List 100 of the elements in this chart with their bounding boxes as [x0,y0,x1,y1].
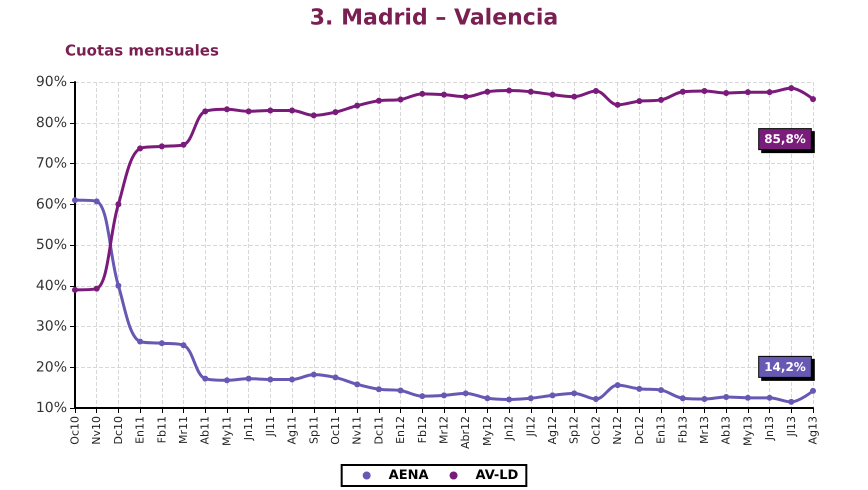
x-tick-label: Fb11 [155,416,168,444]
point [680,395,686,402]
point [72,197,78,204]
x-tick-label: Jn11 [242,416,256,442]
point [137,145,144,152]
x-tick-label: Jl12 [524,416,538,438]
point [462,94,469,100]
point [462,390,469,396]
point [484,395,490,402]
point [484,88,490,95]
point [810,96,816,102]
y-tick-label: 70% [36,156,67,172]
point [137,338,144,345]
x-tick-label: Sp12 [568,416,581,444]
x-tick-label: Ab13 [720,416,733,445]
point [115,201,122,208]
x-tick-label: Dc12 [632,416,646,445]
x-tick-label: Ag13 [806,416,820,445]
x-tick-label: Fb12 [416,416,429,444]
point [701,396,708,402]
point [571,390,578,396]
point [506,88,512,94]
y-tick-label: 90% [36,74,67,90]
point [723,394,730,400]
x-tick-label: Ab11 [198,416,212,445]
point [72,286,78,293]
x-tick-label: Jl11 [264,416,277,438]
point [810,388,816,394]
point [592,88,599,94]
point [158,340,165,346]
x-tick-label: Jn12 [502,416,516,442]
point [224,377,230,384]
x-tick-label: Mr12 [438,416,450,444]
point [766,89,773,96]
point [180,142,187,148]
point [310,112,317,118]
point [788,398,794,405]
point [398,96,404,103]
y-tick-label: 10% [36,400,67,416]
x-tick-label: Abr12 [459,416,472,450]
x-tick-label: Ag12 [546,416,560,445]
data-label: 14,2% [764,360,806,374]
point [267,108,274,114]
point [376,98,382,104]
x-tick-label: Sp11 [307,416,320,444]
point [614,382,621,388]
point [267,376,274,382]
point [246,108,252,114]
point [354,102,360,109]
point [506,396,512,402]
x-tick-label: Dc10 [112,416,125,445]
y-tick-label: 20% [36,359,67,376]
point [419,393,426,400]
point [766,394,773,401]
point [224,106,230,112]
point [744,394,751,401]
y-tick-label: 30% [36,318,67,334]
point [289,108,296,114]
chart-subtitle: Cuotas mensuales [65,42,219,60]
point [202,376,208,382]
point [354,381,360,388]
point [528,88,534,95]
point [398,387,404,394]
x-tick-label: My12 [480,416,494,446]
point [636,98,642,104]
point [550,392,556,398]
legend-label: AV-LD [476,468,519,483]
point [289,376,296,382]
x-tick-label: Oc11 [328,416,342,445]
point [441,92,447,98]
point [592,396,599,402]
x-tick-label: Ag11 [286,416,299,445]
point [419,90,426,97]
x-tick-label: Dc11 [372,416,386,445]
x-tick-label: En11 [134,416,147,444]
point [441,392,447,398]
x-tick-label: Jl13 [784,416,798,438]
point [332,374,338,380]
point [246,376,252,382]
point [614,102,621,108]
legend-label: AENA [388,468,429,483]
x-tick-label: Nv10 [90,416,104,445]
point [115,282,122,289]
point [550,92,556,98]
x-tick-label: Nv12 [611,416,624,445]
chart-title: 3. Madrid – Valencia [310,6,558,30]
point [310,372,317,378]
point [94,198,100,204]
x-tick-label: My13 [741,416,754,446]
point [680,88,686,95]
x-tick-label: Oc10 [68,416,82,445]
data-label: 85,8% [764,132,806,146]
point [658,96,664,103]
y-tick-label: 50% [36,237,67,253]
x-tick-label: Fb13 [676,416,690,444]
point [744,89,751,96]
point [158,143,165,150]
point [701,88,708,94]
y-tick-label: 40% [36,278,67,294]
point [723,90,730,96]
